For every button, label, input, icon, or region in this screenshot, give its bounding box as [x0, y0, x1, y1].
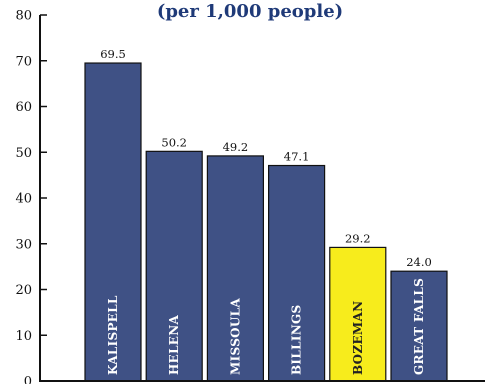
y-tick-label: 30 [15, 237, 32, 252]
data-label: 29.2 [345, 231, 371, 245]
data-label: 24.0 [406, 255, 432, 269]
y-tick-label: 70 [15, 54, 32, 69]
category-label: HELENA [167, 314, 181, 375]
bar [145, 150, 203, 382]
bar [329, 246, 387, 382]
category-label: GREAT FALLS [412, 278, 426, 375]
category-label: BILLINGS [290, 304, 304, 375]
y-tick-label: 60 [15, 100, 32, 115]
category-label: MISSOULA [228, 298, 242, 375]
y-tick-label: 10 [15, 329, 32, 344]
bar [268, 164, 326, 382]
bars: 69.5 KALISPELL 50.2 HELENA 49.2 MISSOULA 47.1 B… [84, 47, 448, 382]
data-label: 69.5 [100, 47, 126, 61]
category-label: KALISPELL [106, 295, 120, 375]
data-label: 50.2 [161, 135, 187, 149]
y-tick-label: 20 [15, 283, 32, 298]
y-tick-label: 40 [15, 192, 32, 207]
y-tick-label: 80 [15, 9, 32, 24]
category-label: BOZEMAN [351, 301, 365, 375]
y-axis: 0 10 20 30 40 50 60 70 80 [15, 9, 47, 384]
data-label: 47.1 [284, 150, 310, 164]
bar [84, 62, 142, 382]
chart-title: (per 1,000 people) [157, 1, 343, 22]
data-label: 49.2 [223, 140, 249, 154]
y-tick-label: 0 [24, 375, 32, 384]
bar [390, 270, 448, 382]
y-tick-label: 50 [15, 146, 32, 161]
